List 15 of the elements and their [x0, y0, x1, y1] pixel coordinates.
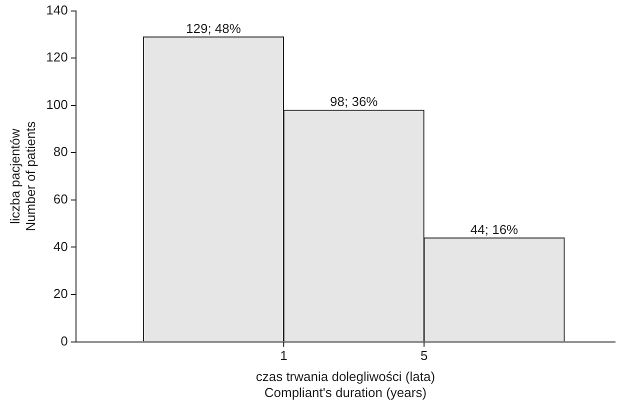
text: 5 [420, 348, 428, 363]
y-tick-label: 40 [53, 238, 68, 254]
data-label: 98; 36% [330, 94, 378, 110]
y-tick-label: 100 [46, 96, 68, 112]
y-tick-label: 20 [53, 286, 68, 302]
y-tick-label: 140 [46, 2, 68, 18]
x-axis-title: czas trwania dolegliwości (lata) Compliant's duration (years) [256, 369, 436, 400]
y-tick-label: 80 [53, 144, 68, 160]
text: 1 [280, 348, 288, 363]
data-label: 44; 16% [470, 222, 519, 237]
data-label: 129; 48% [186, 20, 242, 36]
y-tick-label: 120 [46, 50, 68, 65]
y-tick-label: 0 [60, 333, 68, 348]
y-tick-label: 60 [53, 192, 68, 207]
y-axis-title: liczba pacjentów Number of patients [7, 120, 38, 232]
